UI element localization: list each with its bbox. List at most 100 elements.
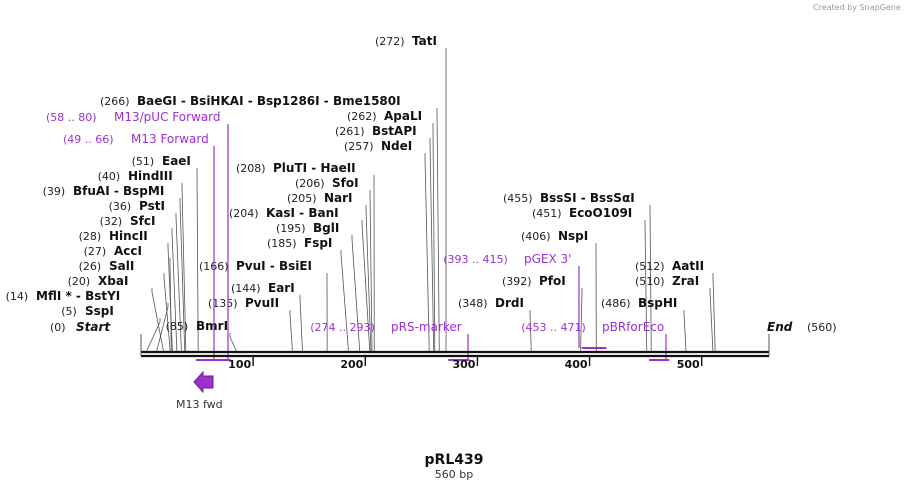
site-leader-line <box>365 205 372 352</box>
site-tati[interactable]: (272) TatI <box>375 34 447 352</box>
site-position: (14) <box>6 290 29 303</box>
site-leader-line <box>163 273 171 352</box>
site-enzyme-name: NdeI <box>381 139 412 153</box>
scale-tick-label: 400 <box>565 358 588 371</box>
site-pluti[interactable]: (208) PluTI - HaeII <box>236 161 375 352</box>
site-aatii[interactable]: (512) AatII <box>635 259 716 352</box>
site-enzyme-name: BmrI <box>196 319 228 333</box>
site-sfoi[interactable]: (206) SfoI <box>295 176 373 352</box>
feature-pgex-3[interactable]: (393 .. 415) pGEX 3' <box>443 252 607 349</box>
site-leader-line <box>436 108 440 352</box>
site-enzyme-name: SspI <box>85 304 114 318</box>
site-enzyme-name: AatII <box>672 259 704 273</box>
feature-name: M13 Forward <box>131 132 209 146</box>
site-enzyme-name: FspI <box>304 236 332 250</box>
site-enzyme-name: XbaI <box>98 274 128 288</box>
site-position: (262) <box>347 110 377 123</box>
site-zrai[interactable]: (510) ZraI <box>635 274 714 352</box>
site-sali[interactable]: (26) SalI <box>79 259 171 352</box>
site-leader-line <box>229 333 237 352</box>
site-sspi[interactable]: (5) SspI <box>61 304 161 352</box>
site-enzyme-name: HincII <box>109 229 148 243</box>
feature-pbrforeco[interactable]: (453 .. 471) pBRforEco <box>521 320 670 361</box>
site-leader-line <box>179 198 186 352</box>
site-kasi[interactable]: (204) KasI - BanI <box>229 206 371 352</box>
site-position: (208) <box>236 162 266 175</box>
site-enzyme-name: SfoI <box>332 176 359 190</box>
site-enzyme-name: EaeI <box>162 154 191 168</box>
site-position: (26) <box>79 260 102 273</box>
feature-name: pGEX 3' <box>524 252 571 266</box>
site-enzyme-name: ApaLI <box>384 109 422 123</box>
site-bsssi[interactable]: (455) BssSI - BssSαI <box>503 191 652 352</box>
site-leader-line <box>712 273 716 352</box>
feature-range: (49 .. 66) <box>63 133 114 146</box>
site-hincii[interactable]: (28) HincII <box>79 229 173 352</box>
restriction-sites: (5) SspI (14) MflI * - BstYI(20) XbaI(26) Sal… <box>6 34 716 352</box>
site-enzyme-name: PvuI - BsiEI <box>236 259 312 273</box>
feature-name: pBRforEco <box>602 320 664 334</box>
site-position: (20) <box>68 275 91 288</box>
site-psti[interactable]: (36) PstI <box>109 199 182 352</box>
site-position: (266) <box>100 95 130 108</box>
site-pvuii[interactable]: (135) PvuII <box>208 296 293 352</box>
credit-text: Created by SnapGene <box>813 3 901 12</box>
site-apali[interactable]: (262) ApaLI <box>347 109 436 352</box>
site-xbai[interactable]: (20) XbaI <box>68 274 164 352</box>
site-enzyme-name: PstI <box>139 199 165 213</box>
site-bmri[interactable]: (85) BmrI <box>166 319 237 352</box>
site-enzyme-name: NarI <box>324 191 353 205</box>
site-leader-line <box>196 168 199 352</box>
feature-m13-puc-forward[interactable]: (58 .. 80) M13/pUC Forward <box>46 110 231 361</box>
site-enzyme-name: DrdI <box>495 296 524 310</box>
feature-m13-forward[interactable]: (49 .. 66) M13 Forward <box>63 132 216 361</box>
site-hindiii[interactable]: (40) HindIII <box>98 169 187 352</box>
site-leader-line <box>167 243 173 352</box>
site-eari[interactable]: (144) EarI <box>231 281 303 352</box>
site-eaei[interactable]: (51) EaeI <box>132 154 199 352</box>
site-baegi[interactable]: (266) BaeGI - BsiHKAI - Bsp1286I - Bme158… <box>100 94 440 352</box>
site-drdi[interactable]: (348) DrdI <box>458 296 532 352</box>
site-position: (144) <box>231 282 261 295</box>
scale-tick-label: 200 <box>340 358 363 371</box>
site-enzyme-name: BaeGI - BsiHKAI - Bsp1286I - Bme1580I <box>137 94 401 108</box>
site-position: (135) <box>208 297 238 310</box>
start-label: Start <box>76 320 111 334</box>
end-label: End <box>767 320 793 334</box>
site-bgli[interactable]: (195) BglI <box>276 221 361 352</box>
site-leader-line <box>361 220 371 352</box>
site-enzyme-name: MflI * - BstYI <box>36 289 120 303</box>
site-position: (451) <box>532 207 562 220</box>
site-bsphi[interactable]: (486) BspHI <box>601 296 687 352</box>
scale-tick-label: 500 <box>677 358 700 371</box>
site-pfoi[interactable]: (392) PfoI <box>502 274 583 352</box>
site-nari[interactable]: (205) NarI <box>287 191 372 352</box>
site-fspi[interactable]: (185) FspI <box>267 236 349 352</box>
site-ecoo109i[interactable]: (451) EcoO109I <box>532 206 648 352</box>
site-bstapi[interactable]: (261) BstAPI <box>335 124 435 352</box>
site-ndei[interactable]: (257) NdeI <box>344 139 430 352</box>
plasmid-size: 560 bp <box>435 468 473 481</box>
site-enzyme-name: ZraI <box>672 274 699 288</box>
site-enzyme-name: NspI <box>558 229 588 243</box>
site-leader-line <box>151 288 164 352</box>
feature-range: (58 .. 80) <box>46 111 97 124</box>
site-position: (28) <box>79 230 102 243</box>
site-enzyme-name: AccI <box>114 244 142 258</box>
site-position: (40) <box>98 170 121 183</box>
site-position: (85) <box>166 320 189 333</box>
site-position: (257) <box>344 140 374 153</box>
feature-prs-marker[interactable]: (274 .. 293) pRS-marker <box>310 320 470 361</box>
site-leader-line <box>351 235 361 352</box>
site-leader-line <box>299 295 303 352</box>
m13-fwd-primer-arrow[interactable] <box>193 370 214 394</box>
site-bfuai[interactable]: (39) BfuAI - BspMI <box>43 184 186 352</box>
feature-range: (393 .. 415) <box>443 253 508 266</box>
site-sfci[interactable]: (32) SfcI <box>100 214 178 352</box>
site-position: (272) <box>375 35 405 48</box>
site-leader-line <box>649 205 652 352</box>
site-nspi[interactable]: (406) NspI <box>521 229 597 352</box>
site-enzyme-name: SalI <box>109 259 134 273</box>
site-enzyme-name: BssSI - BssSαI <box>540 191 635 205</box>
